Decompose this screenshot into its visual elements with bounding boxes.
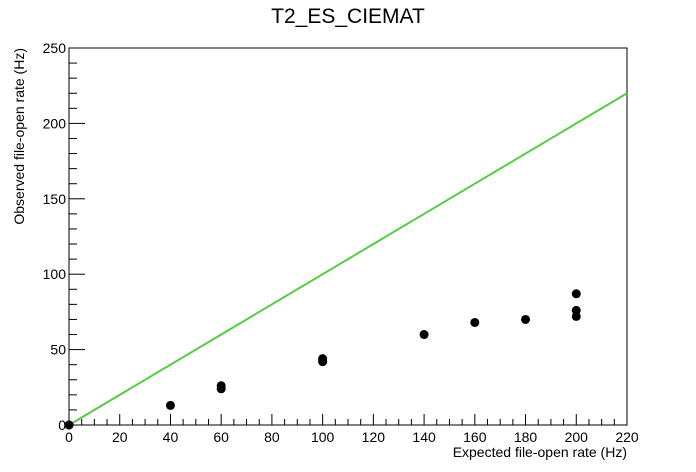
y-tick-label: 50 [50, 342, 66, 358]
x-tick-label: 100 [311, 429, 335, 445]
data-point [64, 420, 74, 430]
data-point [216, 381, 226, 391]
reference-line [68, 92, 628, 426]
x-tick-label: 180 [514, 429, 538, 445]
x-tick-label: 220 [615, 429, 639, 445]
x-tick-label: 120 [362, 429, 386, 445]
y-axis-label: Observed file-open rate (Hz) [11, 48, 27, 225]
plot-area: 0 50 100 150 200 250 0 20 40 60 80 100 120 140 160 180… [43, 40, 639, 445]
x-tick-label: 0 [65, 429, 73, 445]
x-axis: 0 20 40 60 80 100 120 140 160 180 200 220 [65, 414, 639, 445]
x-axis-label: Expected file-open rate (Hz) [453, 444, 627, 460]
x-tick-label: 200 [565, 429, 589, 445]
x-tick-label: 40 [163, 429, 179, 445]
x-tick-label: 80 [264, 429, 280, 445]
data-point [419, 330, 429, 340]
x-tick-label: 160 [463, 429, 487, 445]
chart-title: T2_ES_CIEMAT [271, 5, 425, 28]
data-point [521, 314, 531, 324]
y-axis: 0 50 100 150 200 250 [43, 40, 85, 433]
y-tick-label: 100 [43, 266, 67, 282]
y-tick-label: 0 [58, 417, 66, 433]
x-tick-label: 140 [412, 429, 436, 445]
data-point [571, 289, 581, 299]
data-point [571, 305, 581, 315]
data-points [64, 289, 581, 430]
y-tick-label: 150 [43, 191, 67, 207]
y-tick-label: 200 [43, 115, 67, 131]
data-point [318, 354, 328, 364]
y-tick-label: 250 [43, 40, 67, 56]
x-tick-label: 60 [213, 429, 229, 445]
data-point [165, 400, 175, 410]
reference-line-path [68, 92, 628, 426]
data-point [470, 317, 480, 327]
x-tick-label: 20 [112, 429, 128, 445]
